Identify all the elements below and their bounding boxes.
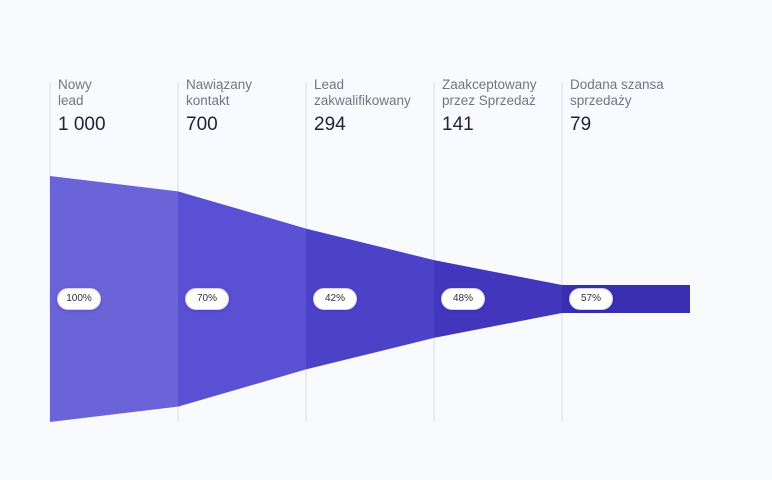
stage-header-4: Zaakceptowany przez Sprzedaż 141: [442, 77, 564, 136]
stage-value: 141: [442, 114, 474, 135]
stage-label: Nowy lead: [58, 77, 92, 108]
conversion-badge-1: 100%: [57, 288, 101, 310]
stage-label: Dodana szansa sprzedaży: [570, 77, 664, 108]
funnel-segment: [306, 228, 434, 370]
stage-value: 1 000: [58, 114, 106, 135]
conversion-badge-2: 70%: [185, 288, 229, 310]
stage-label: Nawiązany kontakt: [186, 77, 253, 108]
stage-header-2: Nawiązany kontakt 700: [186, 77, 308, 136]
funnel-segment: [178, 191, 306, 407]
stage-header-3: Lead zakwalifikowany 294: [314, 77, 436, 136]
funnel-segment: [434, 260, 562, 338]
conversion-badge-4: 48%: [441, 288, 485, 310]
stage-label: Lead zakwalifikowany: [314, 77, 411, 108]
stage-value: 79: [570, 114, 592, 135]
stage-header-5: Dodana szansa sprzedaży 79: [570, 77, 692, 136]
stage-value: 294: [314, 114, 346, 135]
stage-label: Zaakceptowany przez Sprzedaż: [442, 77, 537, 108]
funnel-segment: [50, 176, 178, 422]
funnel-segments: [50, 176, 690, 422]
stage-header-1: Nowy lead 1 000: [58, 77, 180, 136]
stage-value: 700: [186, 114, 218, 135]
conversion-badge-3: 42%: [313, 288, 357, 310]
conversion-badge-5: 57%: [569, 288, 613, 310]
